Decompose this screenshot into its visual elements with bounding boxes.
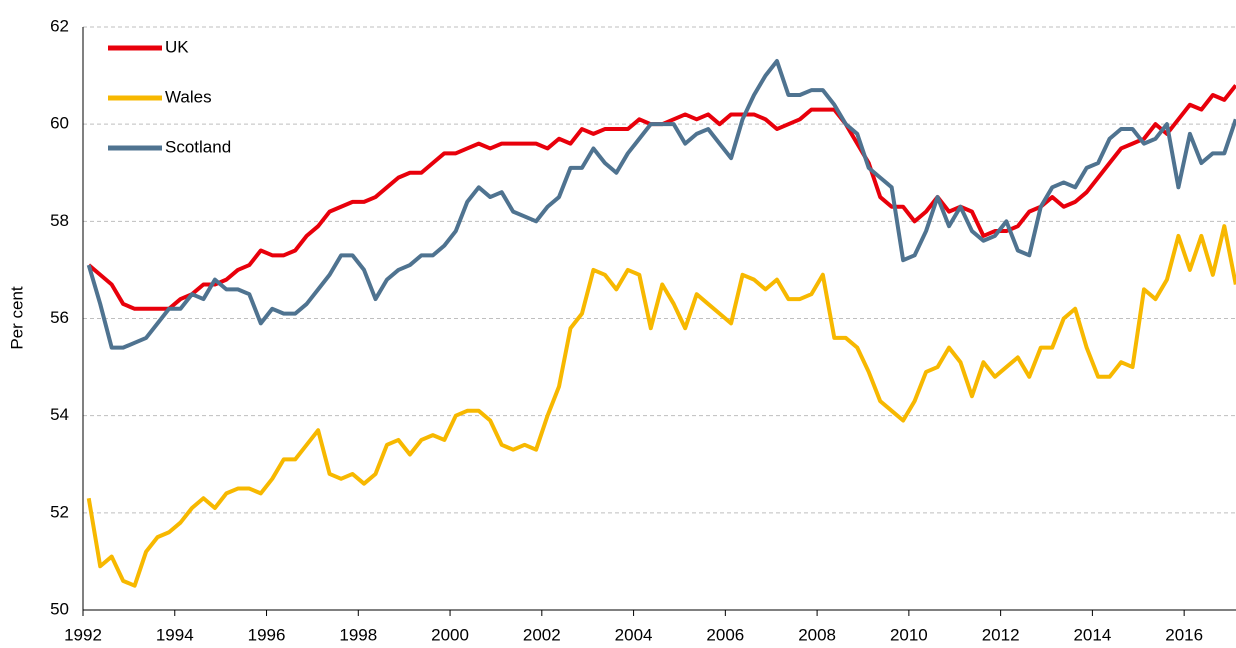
legend-label: Wales (165, 87, 212, 106)
x-tick-label: 1994 (156, 625, 194, 644)
y-tick-label: 52 (50, 502, 69, 521)
y-tick-label: 56 (50, 308, 69, 327)
x-tick-label: 2010 (890, 625, 928, 644)
x-tick-label: 2002 (523, 625, 561, 644)
x-tick-label: 2006 (706, 625, 744, 644)
x-tick-label: 1992 (64, 625, 102, 644)
y-axis-label: Per cent (7, 286, 26, 350)
legend-label: Scotland (165, 137, 231, 156)
x-tick-label: 1998 (339, 625, 377, 644)
y-tick-label: 60 (50, 114, 69, 133)
y-tick-label: 50 (50, 599, 69, 618)
y-tick-label: 62 (50, 16, 69, 35)
y-tick-label: 58 (50, 211, 69, 230)
x-tick-label: 2000 (431, 625, 469, 644)
series-line (86, 59, 1236, 350)
legend-label: UK (165, 37, 189, 56)
x-tick-label: 2004 (615, 625, 653, 644)
series-line (86, 224, 1236, 588)
y-tick-label: 54 (50, 405, 69, 424)
x-tick-label: 2016 (1165, 625, 1203, 644)
x-tick-label: 1996 (248, 625, 286, 644)
x-tick-label: 2014 (1073, 625, 1111, 644)
x-tick-label: 2012 (982, 625, 1020, 644)
series-line (87, 84, 1236, 311)
x-tick-label: 2008 (798, 625, 836, 644)
